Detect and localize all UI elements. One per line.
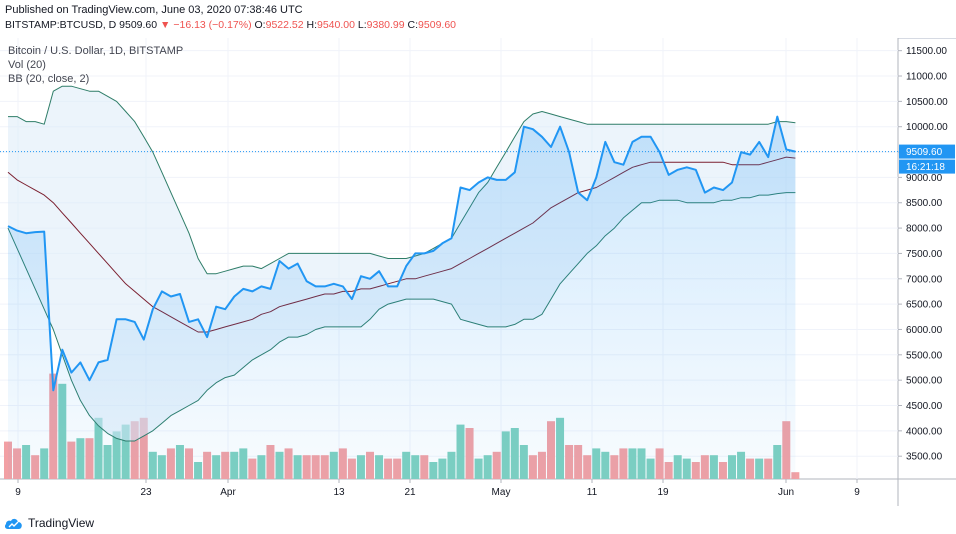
y-tick-label: 7000.00 <box>906 274 943 285</box>
low-label: L: <box>357 19 367 31</box>
y-tick-label: 6000.00 <box>906 325 943 336</box>
ohlc-readout: BITSTAMP:BTCUSD, D 9509.60 ▼ −16.13 (−0.… <box>5 19 456 31</box>
last-price-tag-label: 9509.60 <box>906 147 943 158</box>
price-axis: 3500.00 4000.00 4500.00 5000.00 5500.00 6000.… <box>898 46 948 463</box>
x-tick-label: 9 <box>854 487 860 498</box>
footer: TradingView <box>0 506 956 534</box>
y-tick-label: 11000.00 <box>906 72 947 83</box>
symbol-label: BITSTAMP:BTCUSD, D <box>5 19 117 31</box>
legend-volume[interactable]: Vol (20) <box>8 59 46 71</box>
low-value: 9380.99 <box>366 19 405 31</box>
close-label: C: <box>407 19 419 31</box>
last-price-tag <box>899 144 955 159</box>
price-chart[interactable]: 3500.00 4000.00 4500.00 5000.00 5500.00 6000.… <box>0 38 956 506</box>
tradingview-logo[interactable]: TradingView <box>4 516 94 530</box>
brand-name: TradingView <box>28 516 95 530</box>
price-area <box>8 116 796 479</box>
y-tick-label: 8500.00 <box>906 198 943 209</box>
price-change: ▼ −16.13 (−0.17%) <box>160 19 252 31</box>
y-tick-label: 3500.00 <box>906 452 943 463</box>
x-tick-label: Apr <box>220 487 236 498</box>
y-tick-label: 7500.00 <box>906 249 943 260</box>
countdown-tag <box>899 159 955 174</box>
high-label: H: <box>306 19 318 31</box>
close-value: 9509.60 <box>418 19 457 31</box>
y-tick-label: 11500.00 <box>906 46 947 57</box>
y-tick-label: 5500.00 <box>906 350 943 361</box>
y-tick-label: 4500.00 <box>906 401 943 412</box>
y-tick-label: 5000.00 <box>906 376 943 387</box>
y-tick-label: 10500.00 <box>906 97 948 108</box>
price-line <box>7 115 796 392</box>
price-series <box>7 115 796 479</box>
chart-header: Published on TradingView.com, June 03, 2… <box>0 0 956 39</box>
price-tags: 9509.60 16:21:18 <box>0 144 955 174</box>
x-tick-label: 21 <box>404 487 416 498</box>
y-tick-label: 8000.00 <box>906 224 943 235</box>
x-tick-label: 13 <box>333 487 345 498</box>
x-tick-label: 9 <box>15 487 21 498</box>
time-axis: 9 23 Apr 13 21 May 11 19 Jun 9 <box>15 479 860 498</box>
y-tick-label: 10000.00 <box>906 122 948 133</box>
high-value: 9540.00 <box>317 19 355 31</box>
y-tick-label: 6500.00 <box>906 300 943 311</box>
open-value: 9522.52 <box>265 19 304 31</box>
bollinger-upper-line <box>8 85 796 275</box>
legend-bollinger[interactable]: BB (20, close, 2) <box>8 73 90 85</box>
published-note: Published on TradingView.com, June 03, 2… <box>5 4 303 16</box>
countdown-tag-label: 16:21:18 <box>906 162 945 173</box>
x-tick-label: 23 <box>140 487 152 498</box>
open-label: O: <box>254 19 266 31</box>
tradingview-cloud-icon <box>4 518 22 529</box>
legend-title: Bitcoin / U.S. Dollar, 1D, BITSTAMP <box>8 45 184 57</box>
y-tick-label: 9000.00 <box>906 173 943 184</box>
y-tick-label: 4000.00 <box>906 426 943 437</box>
x-tick-label: Jun <box>778 487 794 498</box>
x-tick-label: 19 <box>657 487 669 498</box>
x-tick-label: 11 <box>587 487 598 498</box>
last-price: 9509.60 <box>119 19 158 31</box>
x-tick-label: May <box>492 487 511 498</box>
